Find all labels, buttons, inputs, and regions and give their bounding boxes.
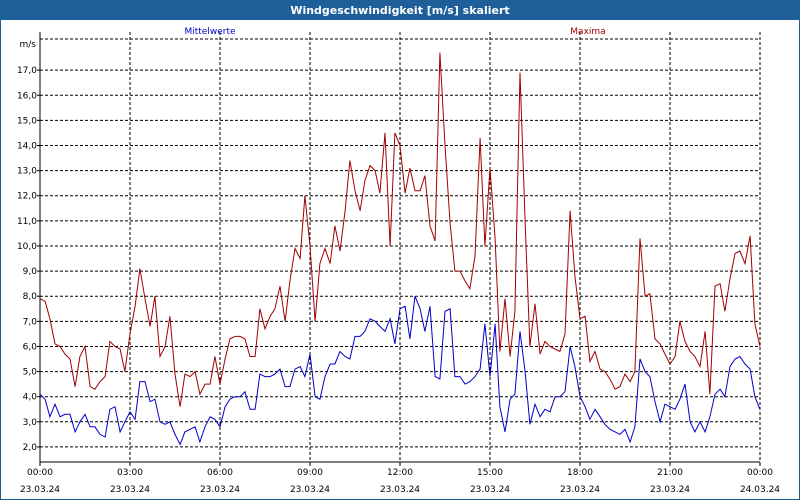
y-tick-label: 15,0: [17, 116, 37, 126]
legend-maxima: Maxima: [570, 27, 605, 37]
x-tick-time: 18:00: [567, 468, 593, 478]
x-tick-time: 09:00: [297, 468, 323, 478]
y-tick-label: 2,0: [23, 443, 38, 453]
legend-mittelwerte: Mittelwerte: [184, 27, 235, 37]
x-tick-date: 24.03.24: [740, 485, 780, 495]
y-axis-label: m/s: [20, 40, 37, 50]
x-tick-time: 15:00: [477, 468, 503, 478]
series-line-maxima: [39, 52, 761, 407]
x-tick-date: 23.03.24: [200, 485, 240, 495]
x-tick-time: 03:00: [117, 468, 143, 478]
y-tick-label: 5,0: [23, 368, 38, 378]
y-tick-label: 12,0: [17, 192, 37, 202]
x-tick-date: 23.03.24: [290, 485, 330, 495]
x-tick-time: 12:00: [387, 468, 413, 478]
x-tick-date: 23.03.24: [650, 485, 690, 495]
y-tick-label: 6,0: [23, 342, 38, 352]
x-tick-time: 21:00: [657, 468, 683, 478]
y-tick-label: 3,0: [23, 418, 38, 428]
x-tick-date: 23.03.24: [20, 485, 60, 495]
y-tick-label: 8,0: [23, 292, 38, 302]
y-tick-label: 17,0: [17, 66, 37, 76]
x-tick-time: 00:00: [27, 468, 53, 478]
x-tick-date: 23.03.24: [470, 485, 510, 495]
y-tick-label: 10,0: [17, 242, 37, 252]
y-tick-label: 16,0: [17, 91, 37, 101]
y-tick-label: 9,0: [23, 267, 38, 277]
y-tick-label: 11,0: [17, 217, 37, 227]
x-tick-time: 06:00: [207, 468, 233, 478]
x-tick-date: 23.03.24: [560, 485, 600, 495]
y-tick-label: 14,0: [17, 142, 37, 152]
x-tick-date: 23.03.24: [380, 485, 420, 495]
x-tick-date: 23.03.24: [110, 485, 150, 495]
y-tick-label: 13,0: [17, 167, 37, 177]
x-tick-time: 00:00: [747, 468, 773, 478]
series-line-mittelwerte: [39, 296, 761, 446]
y-tick-label: 7,0: [23, 317, 38, 327]
window-title: Windgeschwindigkeit [m/s] skaliert: [1, 1, 799, 20]
y-tick-label: 4,0: [23, 393, 38, 403]
